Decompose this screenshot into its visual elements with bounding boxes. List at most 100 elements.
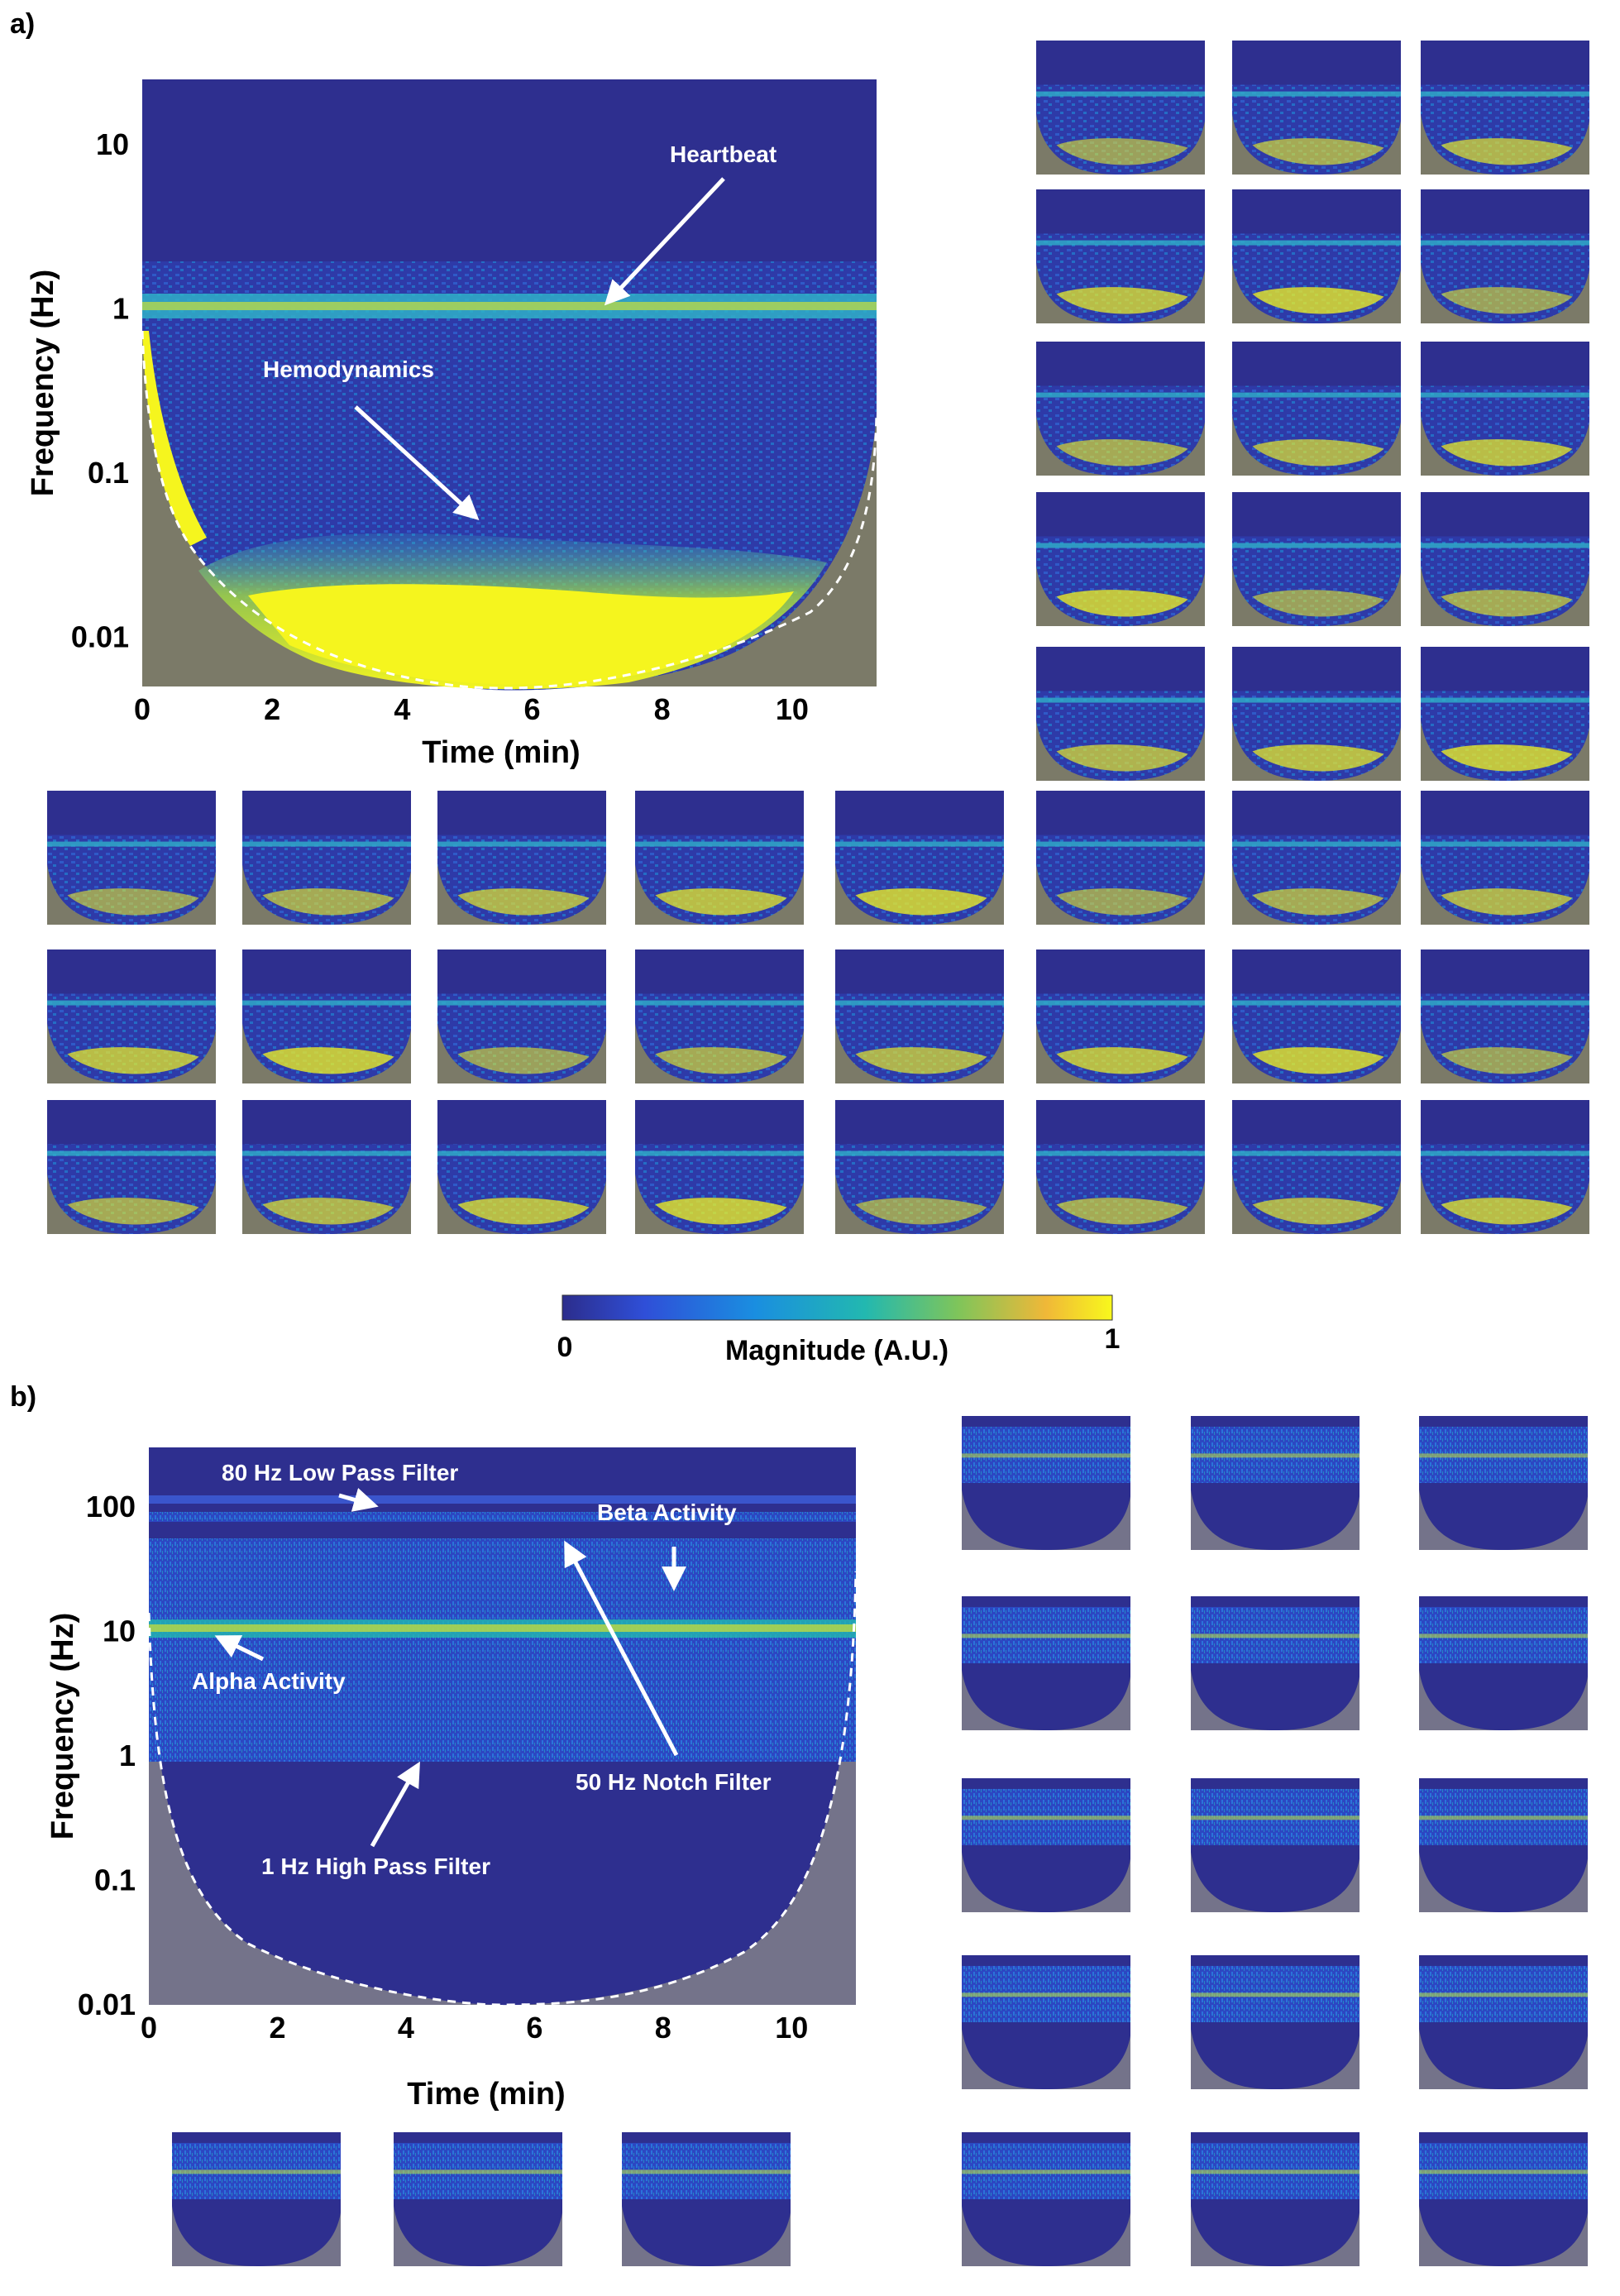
panel-b-annotation-highpass: 1 Hz High Pass Filter: [261, 1854, 490, 1879]
thumb-upper-dark: [1421, 342, 1589, 386]
panel-a-ytick-label: 1: [112, 291, 129, 325]
panel-b-xtick-label: 2: [269, 2011, 285, 2045]
thumb-upper-dark: [1036, 1100, 1205, 1145]
panel-a-ylabel: Frequency (Hz): [26, 270, 60, 496]
thumbnail-spectrogram-a: [437, 949, 606, 1083]
panel-a-xtick-label: 10: [776, 692, 809, 726]
thumb-yellow-region: [655, 1047, 787, 1074]
thumb-heartbeat-band: [1421, 1000, 1589, 1006]
thumb-alpha-band: [1419, 1634, 1588, 1638]
panel-a-ytick-label: 0.1: [88, 456, 129, 490]
thumb-heartbeat-band: [47, 841, 216, 847]
thumbnail-spectrogram-a: [1421, 41, 1589, 175]
thumb-alpha-band: [172, 2169, 341, 2174]
thumbnail-spectrogram-a: [1232, 189, 1401, 323]
thumb-yellow-region: [1252, 590, 1384, 617]
thumb-heartbeat-band: [635, 1150, 804, 1156]
thumb-yellow-region: [1056, 138, 1188, 165]
thumb-heartbeat-band: [242, 1150, 411, 1156]
thumb-upper-dark: [437, 1100, 606, 1145]
thumb-heartbeat-band: [47, 1150, 216, 1156]
thumb-heartbeat-band: [437, 1000, 606, 1006]
thumb-upper-dark: [1232, 1100, 1401, 1145]
panel-b-ylabel: Frequency (Hz): [45, 1613, 80, 1839]
panel-a-main-plot: Heartbeat Hemodynamics: [141, 79, 878, 691]
thumbnail-spectrogram-a: [1421, 791, 1589, 925]
thumb-heartbeat-band: [47, 1000, 216, 1006]
thumb-heartbeat-band: [1036, 841, 1205, 847]
thumb-heartbeat-band: [1036, 543, 1205, 548]
thumb-alpha-band: [1419, 1815, 1588, 1820]
panel-a-xlabel: Time (min): [422, 735, 580, 770]
thumbnail-grid: [47, 41, 1589, 2266]
thumbnail-spectrogram-a: [242, 949, 411, 1083]
thumb-upper-dark: [1036, 342, 1205, 386]
thumb-alpha-band: [962, 2169, 1130, 2174]
panel-a-arrow-heartbeat: [604, 177, 725, 306]
panel-a-coi-dashed: [141, 330, 878, 690]
thumbnail-spectrogram-b: [1419, 1416, 1588, 1550]
thumb-yellow-region: [1441, 744, 1573, 772]
panel-b-annotation-alpha: Alpha Activity: [192, 1668, 346, 1694]
thumb-yellow-region: [1056, 590, 1188, 617]
thumb-yellow-region: [262, 888, 394, 916]
thumbnail-spectrogram-a: [1232, 492, 1401, 626]
thumb-yellow-region: [67, 1047, 199, 1074]
thumb-heartbeat-band: [835, 1150, 1004, 1156]
thumbnail-spectrogram-a: [437, 1100, 606, 1234]
thumbnail-spectrogram-a: [1036, 342, 1205, 476]
thumb-yellow-region: [457, 1047, 590, 1074]
thumb-upper-dark: [1036, 791, 1205, 835]
thumb-yellow-region: [457, 1198, 590, 1225]
thumb-upper-dark: [47, 791, 216, 835]
thumb-yellow-region: [1441, 888, 1573, 916]
panel-b-alpha-core: [149, 1624, 856, 1632]
colorbar-title: Magnitude (A.U.): [725, 1335, 949, 1366]
thumbnail-spectrogram-b: [962, 1416, 1130, 1550]
thumb-upper-dark: [1232, 647, 1401, 691]
thumbnail-spectrogram-b: [962, 2132, 1130, 2266]
thumbnail-spectrogram-a: [635, 1100, 804, 1234]
thumb-yellow-region: [457, 888, 590, 916]
thumb-yellow-region: [1252, 744, 1384, 772]
thumbnail-spectrogram-a: [635, 791, 804, 925]
thumb-heartbeat-band: [1036, 240, 1205, 246]
thumbnail-spectrogram-b: [962, 1778, 1130, 1912]
thumb-upper-dark: [437, 791, 606, 835]
panel-a-heartbeat-core: [142, 302, 877, 310]
panel-a-yellow-core: [248, 584, 794, 685]
thumb-upper-dark: [635, 791, 804, 835]
panel-b-arrow-notch: [564, 1540, 679, 1757]
panel-b-ytick-label: 10: [103, 1614, 136, 1648]
thumbnail-spectrogram-b: [962, 1596, 1130, 1730]
thumb-upper-dark: [1036, 189, 1205, 234]
thumbnail-spectrogram-a: [635, 949, 804, 1083]
thumb-alpha-band: [962, 1815, 1130, 1820]
thumb-yellow-region: [1252, 439, 1384, 466]
thumb-yellow-region: [1252, 138, 1384, 165]
thumb-alpha-band: [1191, 1815, 1360, 1820]
thumbnail-spectrogram-a: [1036, 647, 1205, 781]
thumbnail-spectrogram-b: [394, 2132, 562, 2266]
thumb-yellow-region: [1056, 287, 1188, 314]
panel-b-annotation-lowpass: 80 Hz Low Pass Filter: [222, 1460, 458, 1485]
colorbar: 0 Magnitude (A.U.) 1: [557, 1294, 1120, 1366]
thumb-upper-dark: [1421, 647, 1589, 691]
thumb-upper-dark: [1036, 647, 1205, 691]
thumb-yellow-region: [1252, 1047, 1384, 1074]
thumb-heartbeat-band: [1232, 697, 1401, 703]
thumbnail-spectrogram-a: [47, 949, 216, 1083]
thumbnail-spectrogram-a: [47, 791, 216, 925]
thumb-upper-dark: [1232, 949, 1401, 994]
thumb-yellow-region: [262, 1198, 394, 1225]
thumbnail-spectrogram-a: [1036, 791, 1205, 925]
thumbnail-spectrogram-a: [1232, 1100, 1401, 1234]
thumb-heartbeat-band: [1421, 841, 1589, 847]
thumb-heartbeat-band: [1036, 697, 1205, 703]
thumb-heartbeat-band: [635, 841, 804, 847]
thumb-alpha-band: [962, 1634, 1130, 1638]
thumbnail-spectrogram-a: [1232, 949, 1401, 1083]
thumb-yellow-region: [1441, 1047, 1573, 1074]
thumb-alpha-band: [962, 1453, 1130, 1458]
thumb-alpha-band: [1191, 1992, 1360, 1997]
